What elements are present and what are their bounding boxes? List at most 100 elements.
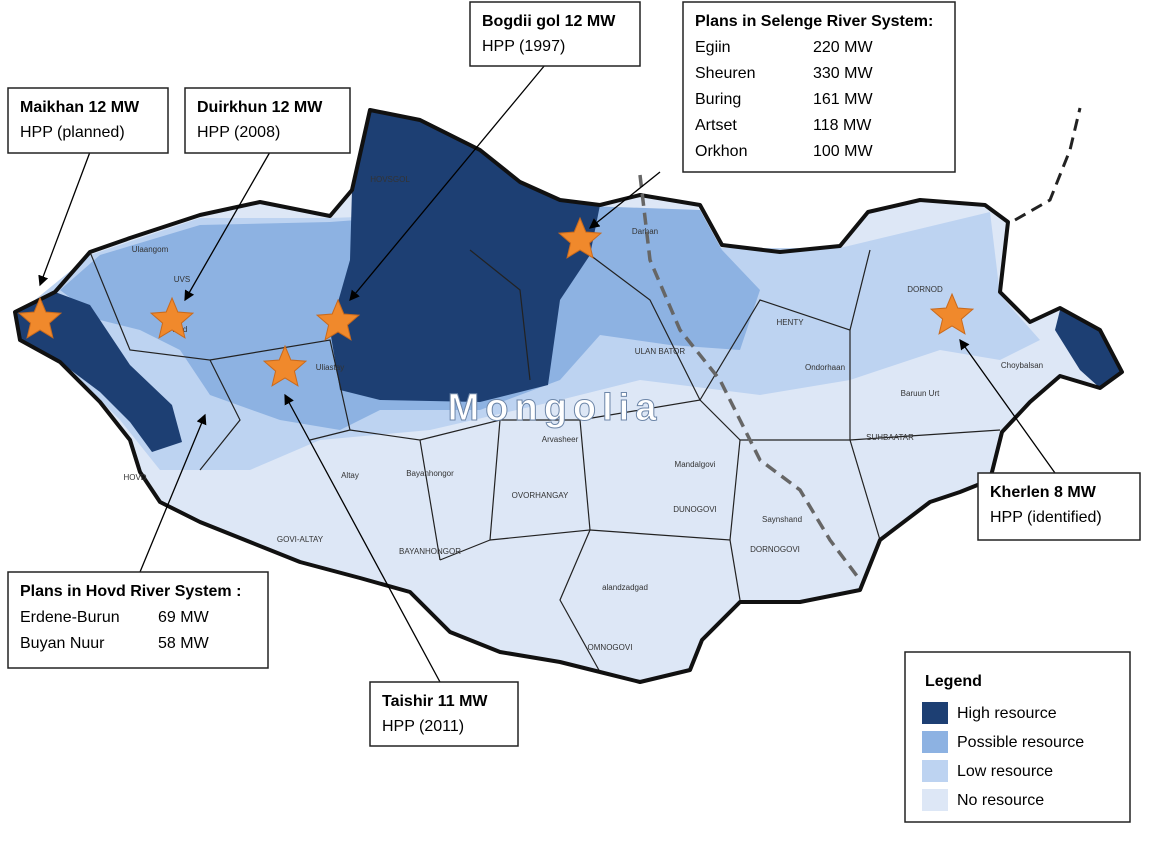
legend-label: Possible resource: [957, 734, 1084, 751]
place-label: ULAN BATOR: [635, 347, 686, 356]
callout-box: [469, 1, 641, 67]
plans-title: Plans in Hovd River System :: [20, 583, 241, 600]
place-label: Darhan: [632, 227, 658, 236]
place-label: Ondorhaan: [805, 363, 845, 372]
province-border: [419, 419, 501, 561]
place-label: Baruun Urt: [901, 389, 940, 398]
callout-box: [184, 87, 351, 154]
plan-name: Buring: [695, 91, 741, 108]
province-border: [559, 529, 601, 673]
callout-box: [682, 1, 956, 173]
hpp-star: [929, 292, 975, 335]
place-label: BAYANHONGOR: [399, 547, 461, 556]
plan-name: Artset: [695, 117, 737, 134]
callout-arrow: [284, 393, 441, 683]
plan-name: Buyan Nuur: [20, 635, 105, 652]
callout-arrow: [959, 338, 1056, 474]
plan-name: Erdene-Burun: [20, 609, 120, 626]
place-label: HENTY: [776, 318, 804, 327]
callout-title: Kherlen 8 MW: [990, 484, 1097, 501]
place-label: GOVI-ALTAY: [277, 535, 324, 544]
map: UlaangomUVSHovdUliastayHOVDAltayGOVI-ALT…: [13, 107, 1124, 684]
province-border: [699, 299, 851, 440]
hpp-star: [315, 298, 361, 341]
legend-title: Legend: [925, 673, 982, 690]
plans-title: Plans in Selenge River System:: [695, 13, 933, 30]
country-border: [13, 108, 1124, 684]
callout-box: [977, 472, 1141, 541]
callout-arrow: [139, 413, 207, 573]
callout-title: Taishir 11 MW: [382, 693, 488, 710]
callout-subtitle: HPP (planned): [20, 124, 125, 141]
legend-label: Low resource: [957, 763, 1053, 780]
legend-swatch: [922, 702, 948, 724]
callout-box: [7, 87, 169, 154]
place-label: alandzadgad: [602, 583, 648, 592]
place-label: DORNOGOVI: [750, 545, 800, 554]
plan-name: Sheuren: [695, 65, 756, 82]
high-resource-area: [1055, 310, 1122, 388]
plan-capacity: 69 MW: [158, 609, 210, 626]
province-border: [489, 419, 591, 541]
province-border: [469, 249, 531, 381]
province-border: [209, 339, 351, 441]
callout-box: [7, 571, 269, 669]
callout-subtitle: HPP (identified): [990, 509, 1102, 526]
map-title: Mongolia: [448, 387, 663, 429]
legend-label: No resource: [957, 792, 1044, 809]
hpp-star: [17, 296, 63, 339]
plan-capacity: 118 MW: [813, 117, 872, 134]
border-dashed: [1014, 107, 1082, 222]
plan-name: Egiin: [695, 39, 731, 56]
plan-capacity: 100 MW: [813, 143, 873, 160]
plan-name: Orkhon: [695, 143, 747, 160]
place-label: OVORHANGAY: [512, 491, 569, 500]
place-label: Saynshand: [762, 515, 802, 524]
railway: [638, 174, 862, 582]
legend-swatch: [922, 760, 948, 782]
place-label: SUHBAATAR: [866, 433, 914, 442]
plan-capacity: 220 MW: [813, 39, 873, 56]
place-label: OMNOGOVI: [588, 643, 633, 652]
place-label: Mandalgovi: [675, 460, 716, 469]
place-label: Uliastay: [316, 363, 344, 372]
place-label: Ulaangom: [132, 245, 169, 254]
callout-arrow: [588, 171, 661, 229]
callout-title: Bogdii gol 12 MW: [482, 13, 616, 30]
callout-arrow: [349, 64, 546, 302]
legend-swatch: [922, 789, 948, 811]
place-label: Arvasheer: [542, 435, 579, 444]
callout-title: Duirkhun 12 MW: [197, 99, 323, 116]
plan-capacity: 161 MW: [813, 91, 873, 108]
province-border: [589, 254, 701, 401]
legend-swatch: [922, 731, 948, 753]
place-label: HOVSGOL: [370, 175, 410, 184]
possible-resource-area: [860, 215, 995, 330]
place-label: UVS: [174, 275, 190, 284]
place-label: Altay: [341, 471, 359, 480]
hpp-star: [557, 216, 603, 259]
callout-arrow: [38, 151, 91, 287]
plan-capacity: 330 MW: [813, 65, 873, 82]
overlay: Maikhan 12 MW HPP (planned) Duirkhun 12 MW…: [7, 1, 1141, 823]
callout-subtitle: HPP (2011): [382, 718, 464, 735]
province-border: [729, 539, 741, 601]
callout-subtitle: HPP (2008): [197, 124, 280, 141]
high-resource-area: [15, 292, 182, 452]
high-resource-area: [330, 110, 600, 402]
callout-title: Maikhan 12 MW: [20, 99, 140, 116]
callout-arrow: [184, 151, 271, 302]
callout-subtitle: HPP (1997): [482, 38, 565, 55]
place-label: DUNOGOVI: [673, 505, 717, 514]
hpp-star: [149, 296, 195, 339]
place-label: DORNOD: [907, 285, 943, 294]
legend-label: High resource: [957, 705, 1057, 722]
hpp-star: [262, 344, 308, 387]
place-label: Choybalsan: [1001, 361, 1043, 370]
province-border: [849, 249, 871, 331]
plan-capacity: 58 MW: [158, 635, 210, 652]
place-label: HOVD: [123, 473, 146, 482]
place-label: Bayanhongor: [406, 469, 454, 478]
callout-box: [369, 681, 519, 747]
